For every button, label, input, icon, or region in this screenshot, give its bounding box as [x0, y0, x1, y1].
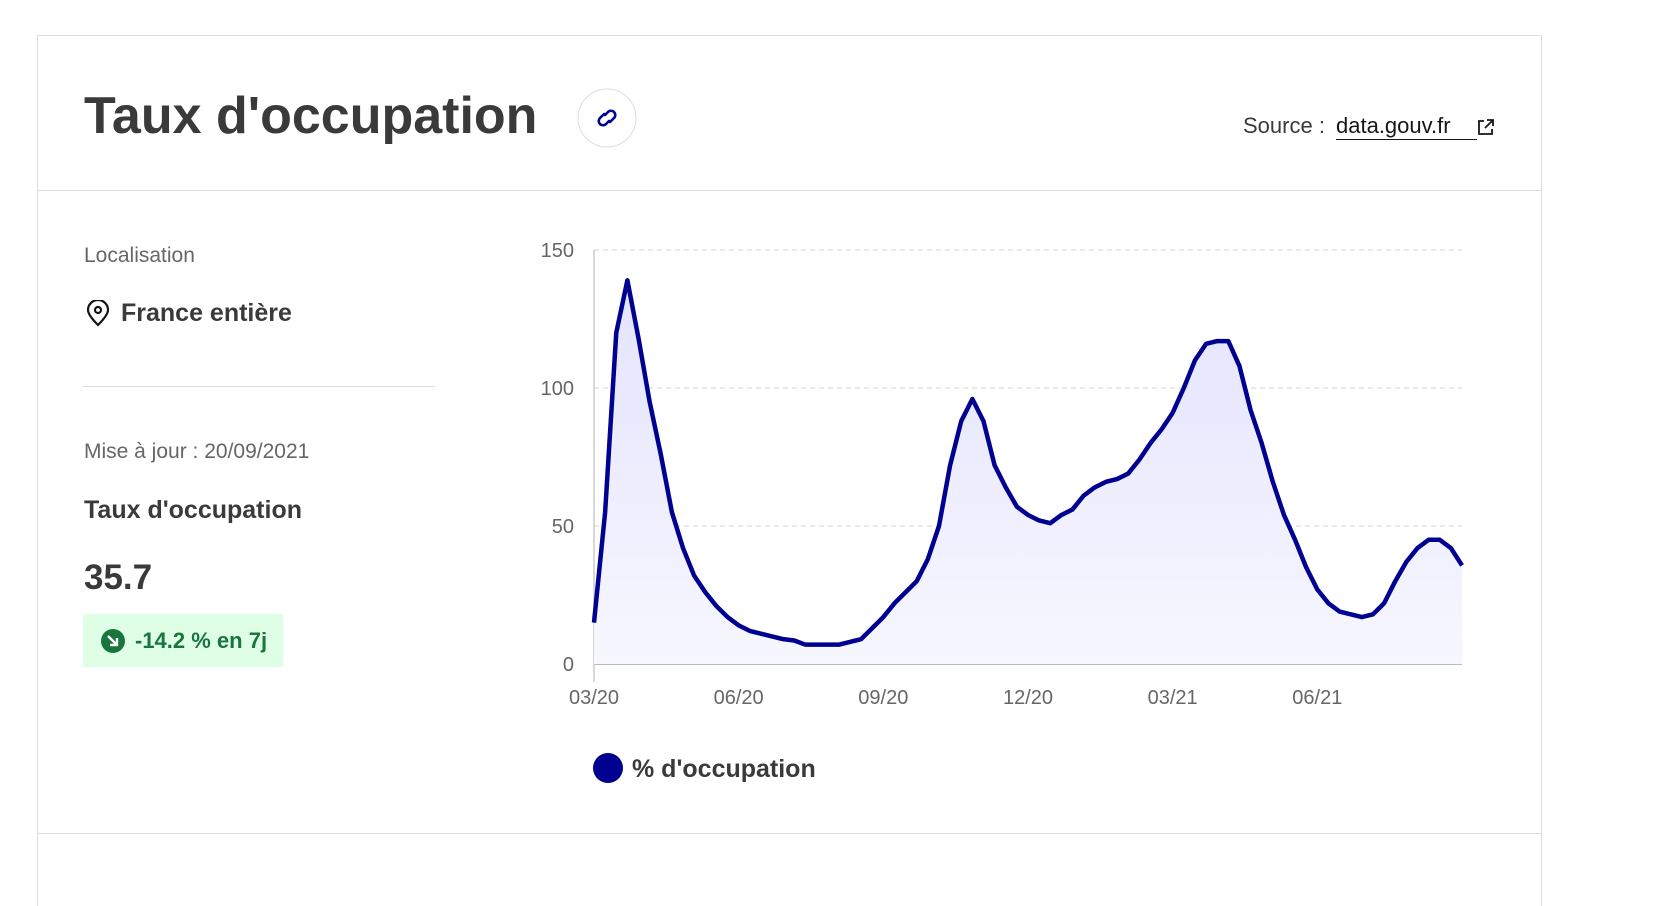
x-tick-label: 06/20 [714, 687, 764, 709]
x-tick-label: 12/20 [1003, 687, 1053, 709]
trend-text: -14.2 % en 7j [135, 628, 268, 653]
title: Taux d'occupation [84, 87, 538, 145]
x-tick-label: 06/21 [1292, 687, 1342, 709]
y-tick-label: 0 [563, 654, 574, 676]
line [591, 278, 1464, 647]
external-icon [1478, 119, 1494, 135]
y-tick-label: 100 [541, 378, 574, 400]
location: France entière [121, 299, 292, 327]
update-date: Mise à jour : 20/09/2021 [84, 440, 310, 463]
source-label: Source : [1243, 113, 1325, 138]
legend-swatch [593, 753, 623, 783]
indicator-title: Taux d'occupation [84, 496, 302, 524]
x-tick-label: 03/21 [1148, 687, 1198, 709]
area [594, 280, 1462, 664]
divider [83, 386, 435, 387]
x-tick-label: 03/20 [569, 687, 619, 709]
divider [37, 190, 1542, 191]
y-tick-label: 150 [541, 240, 574, 262]
y-tick-label: 50 [552, 516, 574, 538]
indicator-value: 35.7 [84, 558, 153, 597]
trend-icon [101, 629, 125, 653]
x-tick-label: 09/20 [858, 687, 908, 709]
pin-icon [86, 300, 110, 327]
location-label: Localisation [84, 244, 195, 267]
legend-label: % d'occupation [632, 755, 816, 783]
link-button[interactable] [577, 88, 637, 148]
source-link[interactable]: data.gouv.fr [1336, 113, 1477, 140]
divider [37, 833, 1542, 834]
card [37, 35, 1542, 906]
